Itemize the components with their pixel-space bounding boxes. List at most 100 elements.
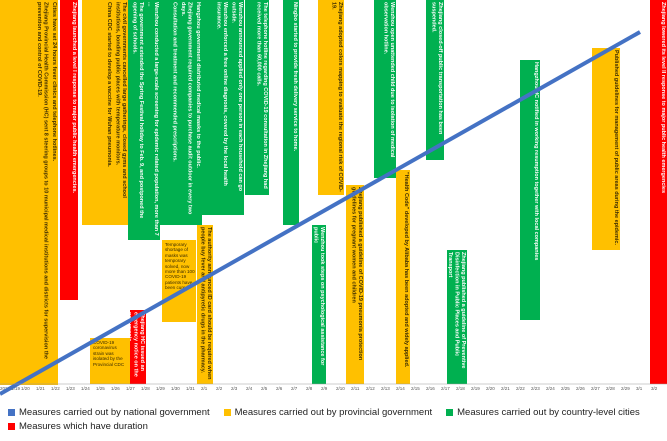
event-text: Zhejiang adopted colors mapping to evalu… xyxy=(330,2,344,192)
event-box: Zhejiang lowered its level II response t… xyxy=(650,0,667,384)
event-text: Wenzhou took steps on psychological assi… xyxy=(312,227,326,366)
date-label: 2/6 xyxy=(276,386,283,391)
event-text: Zhejiang launched a level I response to … xyxy=(71,2,77,194)
date-label: 2/12 xyxy=(366,386,375,391)
event-text: COVID-19 coronavirus strain was isolated… xyxy=(93,340,125,367)
date-label: 2/17 xyxy=(441,386,450,391)
event-text: The civil governments cancelled large ga… xyxy=(114,2,128,198)
date-label: 1/31 xyxy=(186,386,195,391)
legend-label: Measures carried out by national governm… xyxy=(19,407,210,418)
event-box: The telephone hotline regarding COVID-19… xyxy=(245,0,269,195)
event-box: "Health Code" developed by Alibaba has b… xyxy=(396,170,410,384)
date-label: 2/21 xyxy=(501,386,510,391)
date-label: 2/4 xyxy=(246,386,253,391)
date-label: 1/30 xyxy=(171,386,180,391)
event-box: The authority announced ID card should b… xyxy=(197,225,213,384)
event-box: Hangzhou HC notified in working resumpti… xyxy=(520,60,540,320)
event-box: COVID-19 coronavirus strain was isolated… xyxy=(90,338,130,384)
event-text: The government extended the Spring Festi… xyxy=(131,2,145,219)
legend-item: Measures which have duration xyxy=(8,421,148,432)
event-text: China CDC started to develop a vaccine f… xyxy=(106,2,112,167)
date-label: 2/23 xyxy=(531,386,540,391)
event-text: Zhejiang HC issued an emergency notice o… xyxy=(130,312,145,377)
event-text: The telephone hotline regarding COVID-19… xyxy=(255,2,269,189)
date-label: 2/8 xyxy=(306,386,313,391)
date-label: 3/1 xyxy=(636,386,643,391)
date-label: 2/27 xyxy=(591,386,600,391)
legend-item: Measures carried out by national governm… xyxy=(8,407,210,418)
event-box: Wenzhou conducted a large-scale screenin… xyxy=(128,0,160,240)
date-label: 2/2 xyxy=(216,386,223,391)
date-label: 1/20 xyxy=(21,386,30,391)
event-text: Published guidelines for management of p… xyxy=(613,50,619,245)
date-label: 2/28 xyxy=(606,386,615,391)
event-text: Zhejiang Provincial Health Commission (H… xyxy=(36,2,49,359)
event-box: Zhejiang HC issued an emergency notice o… xyxy=(130,310,146,384)
event-text: Hangzhou government distributed medical … xyxy=(195,2,201,168)
legend-label: Measures carried out by provincial gover… xyxy=(234,407,433,418)
event-box: Wenzhou took steps on psychological assi… xyxy=(312,225,326,384)
date-label: 1/27 xyxy=(126,386,135,391)
date-label: 2/13 xyxy=(381,386,390,391)
event-text: Wenzhou announced applied only one perso… xyxy=(230,2,244,192)
date-label: 3/2 xyxy=(651,386,658,391)
date-label: 2/26 xyxy=(576,386,585,391)
event-box: Zhejiang published a guideline of COVID-… xyxy=(346,185,364,384)
legend-swatch xyxy=(446,409,454,416)
trend-line xyxy=(0,30,641,396)
legend-swatch xyxy=(8,423,15,430)
event-text: The authority announced ID card should b… xyxy=(199,227,213,380)
event-text: Zhejiang closed-off public transportatio… xyxy=(430,2,444,135)
event-text: Temporary shortage of masks was temporar… xyxy=(165,242,195,291)
timeline: Cities have set 24 hours fever clinics a… xyxy=(0,0,667,391)
event-box: Ningbo started to provide fresh delivery… xyxy=(283,0,299,225)
date-label: 1/21 xyxy=(36,386,45,391)
event-text: Hangzhou HC notified in working resumpti… xyxy=(533,62,539,261)
event-text: "Health Code" developed by Alibaba has b… xyxy=(403,172,409,368)
event-box: Zhejiang published a guideline of Preven… xyxy=(447,250,467,384)
date-label: 2/19 xyxy=(471,386,480,391)
event-text: Ningbo started to provide fresh delivery… xyxy=(292,2,298,152)
event-text: Consultation and treatment and recommend… xyxy=(171,2,178,162)
legend-item: Measures carried out by provincial gover… xyxy=(223,407,433,418)
event-text: Zhejiang published a guideline of COVID-… xyxy=(350,187,364,361)
date-label: 2/29 xyxy=(621,386,630,391)
event-box: Zhejiang launched a level I response to … xyxy=(60,0,78,300)
event-text: Cities have set 24 hours fever clinics a… xyxy=(51,2,57,162)
date-label: 1/25 xyxy=(96,386,105,391)
date-label: 1/29 xyxy=(156,386,165,391)
date-label: 2/16 xyxy=(426,386,435,391)
date-label: 2/7 xyxy=(291,386,298,391)
date-label: 2/5 xyxy=(261,386,268,391)
date-label: 2/1 xyxy=(201,386,208,391)
date-label: 1/24 xyxy=(81,386,90,391)
date-label: 2/9 xyxy=(321,386,328,391)
date-label: 1/26 xyxy=(111,386,120,391)
date-label: 2/24 xyxy=(546,386,555,391)
date-label: 2/3 xyxy=(231,386,238,391)
trend-overlay xyxy=(0,30,667,396)
date-label: 2/22 xyxy=(516,386,525,391)
legend: Measures carried out by national governm… xyxy=(8,407,663,432)
legend-label: Measures which have duration xyxy=(19,421,148,432)
event-box: Wenzhou open unattended child due to iso… xyxy=(374,0,396,178)
date-label: 2/25 xyxy=(561,386,570,391)
event-text: Zhejiang published a guideline of Preven… xyxy=(447,252,466,369)
event-box: Cities have set 24 hours fever clinics a… xyxy=(0,0,58,385)
event-text: Wenzhou open unattended child due to iso… xyxy=(382,2,396,158)
legend-swatch xyxy=(223,409,231,416)
event-box: Hangzhou government distributed medical … xyxy=(160,0,202,225)
event-box: Published guidelines for management of p… xyxy=(592,48,620,250)
event-box: Zhejiang closed-off public transportatio… xyxy=(426,0,444,160)
date-label: 1/22 xyxy=(51,386,60,391)
event-text: Zhejiang lowered its level II response t… xyxy=(660,2,666,194)
date-label: 2/18 xyxy=(456,386,465,391)
date-label: 2/10 xyxy=(336,386,345,391)
date-label: 1/28 xyxy=(141,386,150,391)
legend-swatch xyxy=(8,409,15,416)
date-label: 2/14 xyxy=(396,386,405,391)
event-text: Wenzhou conducted a large-scale screenin… xyxy=(146,2,160,236)
event-text: Zhejiang government required companies t… xyxy=(180,2,193,215)
event-text: Wenzhou enforced a free online diagnosis… xyxy=(215,2,229,186)
